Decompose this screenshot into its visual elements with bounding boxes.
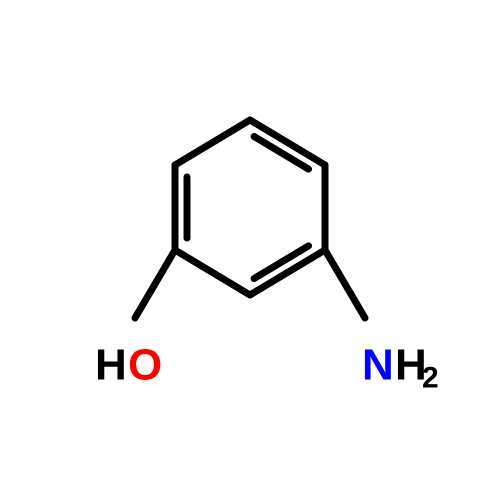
atom-label-oh: O (128, 341, 162, 390)
atom-label-nh2: N (362, 341, 394, 390)
molecule-diagram: HONH2 (0, 0, 500, 500)
atom-label-nh2: 2 (422, 362, 439, 395)
atom-label-oh: H (95, 341, 127, 390)
